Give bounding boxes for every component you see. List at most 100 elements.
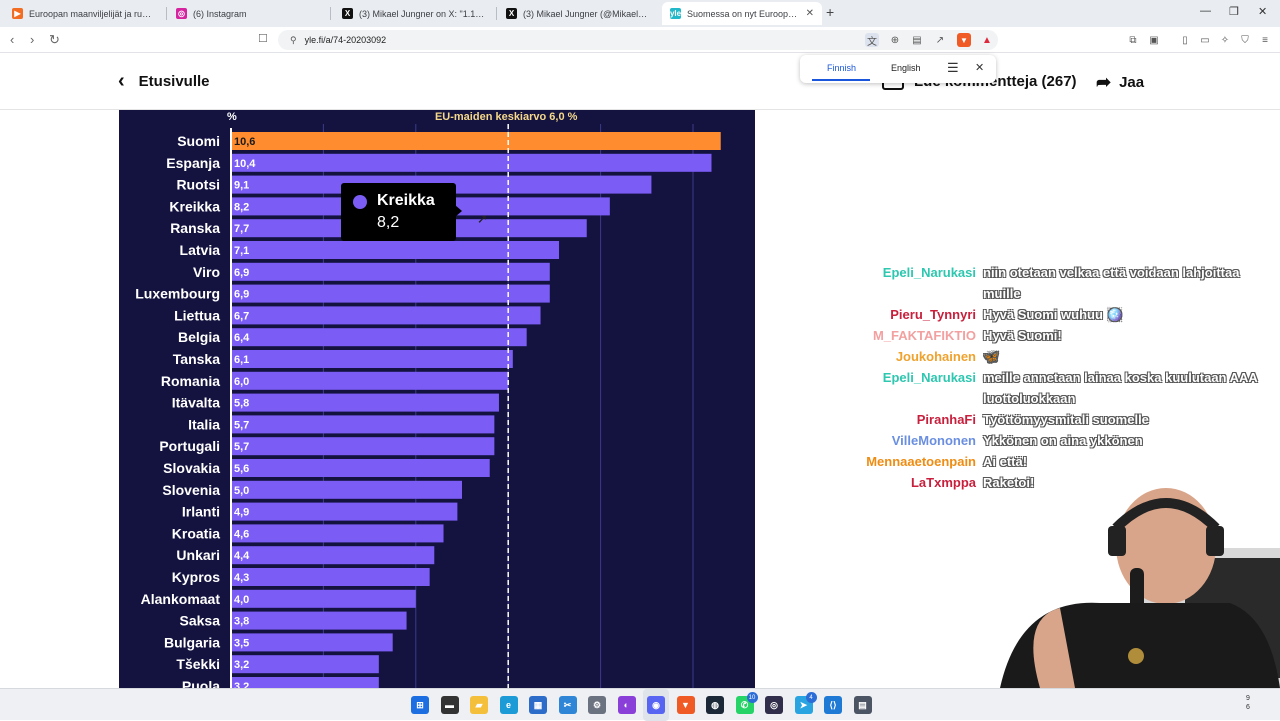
share-label: Jaa	[1119, 74, 1145, 91]
steam-icon[interactable]: ◍	[706, 696, 724, 714]
value-label: 4,3	[234, 572, 249, 584]
chat-text: Työttömyysmitali suomelle	[983, 412, 1149, 427]
leo-icon[interactable]: ✧	[1220, 34, 1230, 46]
menu-icon[interactable]: ≡	[1262, 34, 1268, 46]
url-bar[interactable]: ⚲ yle.fi/a/74-20203092	[278, 30, 998, 50]
tab-title: (6) Instagram	[193, 8, 247, 19]
maximize-icon[interactable]: ❐	[1229, 6, 1239, 18]
value-label: 5,7	[234, 441, 249, 453]
chat-message: M_FAKTAFIKTIO Hyvä Suomi!	[846, 325, 1266, 346]
terminal-icon[interactable]: ▬	[440, 696, 459, 714]
category-label: Viro	[193, 264, 220, 280]
notification-badge: 4	[805, 692, 817, 703]
windows-start-icon[interactable]: ⊞	[411, 696, 429, 714]
chat-text: Hyvä Suomi wuhuu 🪩	[983, 307, 1123, 322]
translate-target-tab[interactable]: English	[891, 63, 921, 73]
value-label: 5,0	[234, 485, 249, 497]
category-label: Slovenia	[162, 482, 220, 498]
extensions-icon[interactable]: ⧉	[1129, 34, 1137, 46]
back-label: Etusivulle	[138, 73, 210, 90]
obs-icon[interactable]: ◎	[765, 696, 783, 714]
category-label: Itävalta	[172, 395, 220, 411]
tab-separator	[496, 7, 497, 20]
bar	[231, 655, 379, 674]
value-label: 3,8	[234, 616, 249, 628]
browser-tab[interactable]: X (3) Mikael Jungner on X: "1.12. EU-pe	[334, 2, 494, 25]
value-label: 3,5	[234, 637, 249, 649]
sidebar-icon[interactable]: ▯	[1182, 34, 1188, 46]
chat-text: 🦋	[983, 349, 1000, 364]
close-icon[interactable]: ✕	[975, 62, 985, 74]
value-label: 8,2	[234, 201, 249, 213]
tooltip-country: Kreikka	[377, 192, 435, 209]
settings-icon[interactable]: ⚙	[588, 696, 606, 714]
brave-icon[interactable]: ▼	[676, 696, 695, 714]
category-label: Kroatia	[172, 525, 220, 541]
value-label: 4,6	[234, 528, 249, 540]
chat-message: Joukohainen 🦋	[846, 346, 1266, 367]
bar	[231, 546, 435, 565]
translate-icon[interactable]: 文	[865, 33, 879, 48]
forward-arrow-icon[interactable]: ›	[30, 32, 35, 47]
vscode-icon[interactable]: ⟨⟩	[824, 696, 842, 714]
edge-icon[interactable]: e	[499, 696, 518, 714]
chevron-left-icon: ‹	[118, 70, 125, 92]
value-label: 10,4	[234, 158, 256, 170]
wallet-icon[interactable]: ▭	[1200, 34, 1210, 46]
store-icon[interactable]: ▦	[529, 696, 547, 714]
reader-mode-icon[interactable]: ▤	[912, 34, 922, 46]
clock-line-2: 6	[1246, 704, 1250, 711]
category-label: Tšekki	[176, 656, 220, 672]
bar	[231, 393, 499, 412]
bar	[231, 328, 527, 347]
translate-options-icon[interactable]: ☰	[947, 60, 959, 75]
share-page-icon[interactable]: ↗	[935, 34, 945, 46]
taskbar-clock[interactable]: 9 6	[1246, 694, 1250, 712]
chat-text: Ai että!	[983, 454, 1028, 469]
minimize-icon[interactable]: —	[1200, 5, 1211, 17]
value-label: 10,6	[234, 136, 255, 148]
bar	[231, 459, 490, 477]
bar	[231, 371, 509, 390]
site-settings-icon[interactable]: ⚲	[290, 34, 297, 45]
file-explorer-icon[interactable]: ▰	[470, 696, 488, 714]
bar	[231, 480, 462, 499]
discord-icon[interactable]: ◉	[647, 696, 665, 714]
value-label: 3,2	[234, 681, 249, 688]
chat-message: Epeli_Narukasi meille annetaan lainaa kos…	[846, 367, 1266, 409]
tab-groups-icon[interactable]: ▣	[1149, 34, 1159, 46]
twitch-icon[interactable]: ◐	[617, 696, 636, 714]
category-label: Italia	[188, 416, 220, 432]
back-to-frontpage-link[interactable]: ‹ Etusivulle	[118, 70, 210, 93]
close-window-icon[interactable]: ✕	[1258, 6, 1268, 18]
share-button[interactable]: ➦ Jaa	[1096, 72, 1144, 93]
browser-tab[interactable]: ▶ Euroopan maanviljelijät ja ruuantuottaj…	[4, 2, 164, 25]
back-arrow-icon[interactable]: ‹	[10, 32, 15, 47]
bookmark-icon[interactable]: ☐	[258, 33, 268, 45]
new-tab-icon[interactable]: +	[826, 4, 835, 20]
brave-shield-icon[interactable]: ▼	[957, 33, 971, 47]
bar	[231, 633, 393, 652]
value-label: 4,4	[234, 550, 250, 562]
calculator-icon[interactable]: ▤	[853, 696, 872, 714]
category-label: Latvia	[180, 242, 221, 258]
translate-source-tab[interactable]: Finnish	[827, 63, 857, 73]
chat-text: Ykkönen on aina ykkönen	[983, 433, 1143, 448]
value-label: 5,6	[234, 463, 249, 475]
category-label: Puola	[182, 678, 220, 688]
vpn-icon[interactable]: ⛉	[1241, 34, 1249, 46]
reload-icon[interactable]: ↻	[49, 32, 60, 47]
tab-close-icon[interactable]: ✕	[805, 8, 814, 19]
snipping-icon[interactable]: ✂	[558, 696, 577, 714]
notification-badge: 10	[746, 692, 758, 703]
browser-tab[interactable]: yle Suomessa on nyt Euroopan huo✕	[662, 2, 822, 25]
tab-favicon-icon: ◎	[176, 8, 187, 19]
chat-message: PiranhaFi Työttömyysmitali suomelle	[846, 409, 1266, 430]
browser-tab[interactable]: ◎ (6) Instagram	[168, 2, 328, 25]
zoom-icon[interactable]: ⊕	[890, 34, 900, 46]
category-label: Liettua	[174, 307, 220, 323]
brave-rewards-icon[interactable]: ▲	[982, 34, 992, 46]
value-label: 7,7	[234, 223, 249, 235]
reference-label: EU-maiden keskiarvo 6,0 %	[435, 111, 578, 123]
